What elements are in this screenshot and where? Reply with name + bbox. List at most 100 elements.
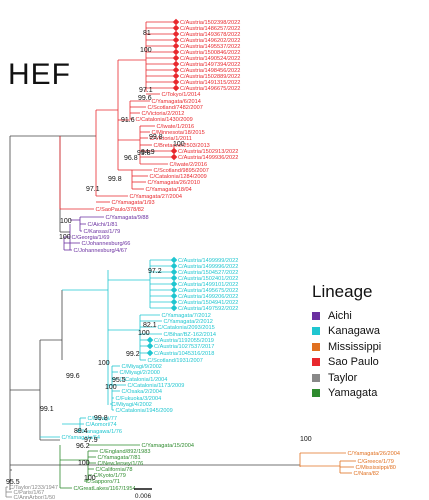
tip-label: C/Miyagi/77 <box>88 416 118 422</box>
legend-swatch-aichi <box>312 311 320 320</box>
tip-label: C/Scotland/9895/2007 <box>154 168 209 174</box>
bootstrap-values: 8110097.199.691.699.810094.999.896.899.8… <box>6 30 312 486</box>
tip-label: C/Johannesburg/66 <box>82 241 131 247</box>
tip-label: C/GreatLakes/1167/1954 <box>74 486 136 492</box>
tip-label: C/Taylor/1233/1947 <box>10 485 59 491</box>
study-sample-marker <box>170 256 178 264</box>
tip-label: C/California/78 <box>96 467 133 473</box>
tip-label: C/Austria/1490524/2022 <box>180 56 240 62</box>
legend-swatch-kanagawa <box>312 327 320 336</box>
tip-label: C/Yamagata/7/2012 <box>162 313 211 319</box>
tip-label: C/Austria/1497394/2022 <box>180 62 240 68</box>
tip-label: C/Kansas/1/79 <box>84 229 121 235</box>
study-sample-marker <box>146 336 154 344</box>
tip-label: C/Miyagi/2/2000 <box>120 370 160 376</box>
bootstrap-value: 100 <box>173 141 185 148</box>
tip-label: C/Iwate/2/2016 <box>170 162 208 168</box>
bootstrap-value: 100 <box>78 460 90 467</box>
tip-label: C/Catalonia/1173/2009 <box>128 383 185 389</box>
bootstrap-value: 99.8 <box>137 150 151 157</box>
bootstrap-value: 99.8 <box>108 176 122 183</box>
tip-label: C/Yamagata/26/2004 <box>348 451 400 457</box>
tip-label: C/Catalonia/2093/2015 <box>158 325 215 331</box>
tip-label: C/Scotland/1931/2007 <box>148 358 203 364</box>
study-sample-marker <box>146 342 154 350</box>
legend-swatch-mississippi <box>312 342 320 351</box>
tip-label: C/Tokyo/1/2014 <box>162 92 201 98</box>
tip-label: C/Kanagawa/1/76 <box>78 429 122 435</box>
legend-item-taylor: Taylor <box>312 370 427 386</box>
study-sample-marker <box>170 262 178 270</box>
tip-label: C/Fukuoka/3/2004 <box>116 396 162 402</box>
tip-label: C/Austria/1497592/2022 <box>178 306 238 312</box>
tip-label: C/Kyoto/1/79 <box>94 473 126 479</box>
bootstrap-value: 82.1 <box>143 322 157 329</box>
tip-label: C/Austria/1504527/2022 <box>178 270 238 276</box>
legend-item-yamagata: Yamagata <box>312 386 427 402</box>
study-sample-marker <box>172 84 180 92</box>
bootstrap-value: 100 <box>84 475 96 482</box>
bootstrap-value: 97.9 <box>84 437 98 444</box>
tip-label: C/Sapporo/71 <box>86 479 121 485</box>
scale-bar-label: 0.006 <box>135 493 152 500</box>
tip-label: C/Austria/1491315/2022 <box>180 80 240 86</box>
tip-label: C/Austria/1504941/2022 <box>178 300 238 306</box>
tip-label: C/Austria/1495675/2022 <box>178 288 238 294</box>
tip-label: C/SaoPaulo/378/82 <box>96 207 145 213</box>
tree-tips: C/Austria/1502398/2022C/Austria/1486257/… <box>10 18 400 500</box>
tip-label: C/Yamagata/6/2014 <box>152 99 201 105</box>
bootstrap-value: 99.8 <box>94 415 108 422</box>
tip-label: C/Austria/1493678/2022 <box>180 32 240 38</box>
bootstrap-value: 100 <box>98 360 110 367</box>
tip-label: C/Catalonia/1/2004 <box>120 377 168 383</box>
legend-swatch-taylor <box>312 373 320 382</box>
bootstrap-value: 97.2 <box>148 268 162 275</box>
bootstrap-value: 99.8 <box>149 134 163 141</box>
study-sample-marker <box>170 292 178 300</box>
tip-label: C/Aichi/1/81 <box>88 222 118 228</box>
bootstrap-value: 100 <box>60 218 72 225</box>
study-sample-marker <box>170 147 178 155</box>
study-sample-marker <box>170 268 178 276</box>
tip-label: C/Miyagi/9/2002 <box>122 364 162 370</box>
tip-label: C/Austria/1499101/2022 <box>178 282 238 288</box>
legend-item-sao-paulo: Sao Paulo <box>312 355 427 371</box>
bootstrap-value: 95.5 <box>112 377 126 384</box>
tip-label: C/Austria/1499936/2022 <box>178 155 238 161</box>
study-sample-marker <box>172 18 180 26</box>
bootstrap-value: 95.5 <box>6 479 20 486</box>
legend-item-aichi: Aichi <box>312 308 427 324</box>
tip-label: C/Austria/1500846/2022 <box>180 50 240 56</box>
tip-label: C/Nara/82 <box>354 471 380 477</box>
tip-label: C/Austria/1192055/2019 <box>154 338 214 344</box>
study-sample-marker <box>172 60 180 68</box>
lineage-legend: Lineage Aichi Kanagawa Mississippi Sao P… <box>312 282 427 401</box>
study-sample-marker <box>146 349 154 357</box>
legend-item-mississippi: Mississippi <box>312 339 427 355</box>
tip-label: C/Austria/1502401/2022 <box>178 276 238 282</box>
tip-label: C/Austria/1496202/2022 <box>180 38 240 44</box>
legend-label-aichi: Aichi <box>328 309 352 322</box>
tip-label: C/Austria/1496675/2022 <box>180 86 240 92</box>
study-sample-marker <box>170 286 178 294</box>
study-sample-marker <box>172 72 180 80</box>
bootstrap-value: 96.2 <box>76 443 90 450</box>
tip-label: C/England/892/1983 <box>100 449 151 455</box>
tip-label: C/Scotland/7482/2007 <box>148 105 203 111</box>
tree-title: HEF <box>8 58 71 91</box>
tip-label: C/Austria/1045316/2018 <box>154 351 214 357</box>
tip-label: C/Iwate/1/2016 <box>157 124 195 130</box>
study-sample-marker <box>172 24 180 32</box>
tip-label: C/Catalonia/1430/2009 <box>136 117 193 123</box>
legend-title: Lineage <box>312 282 373 301</box>
tip-label: C/Mississippi/80 <box>356 465 396 471</box>
tree-branches <box>5 21 356 498</box>
tip-label: C/Yamagata/1/93 <box>112 200 155 206</box>
tip-label: C/Yamagata/9/88 <box>106 215 149 221</box>
study-sample-marker <box>172 54 180 62</box>
study-sample-marker <box>170 280 178 288</box>
legend-label-sao-paulo: Sao Paulo <box>328 356 379 369</box>
tip-label: C/Austria/1502398/2022 <box>180 20 240 26</box>
study-sample-marker <box>172 42 180 50</box>
